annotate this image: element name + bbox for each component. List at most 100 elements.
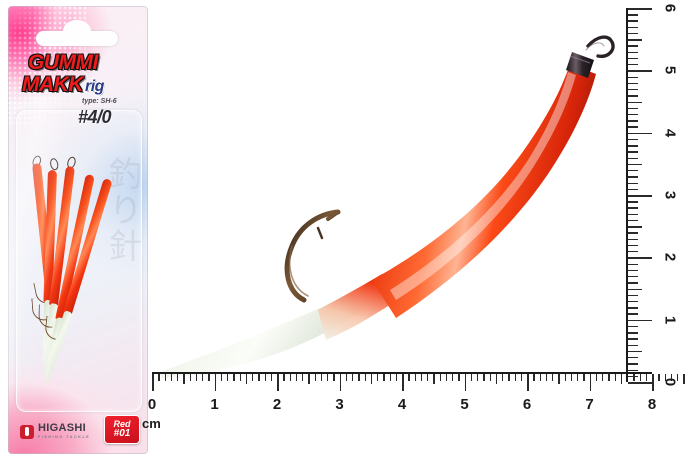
ruler-tick	[614, 374, 616, 381]
ruler-vertical-axis	[626, 8, 628, 382]
ruler-tick	[645, 374, 648, 381]
ruler-tick	[628, 226, 642, 228]
ruler-tick	[539, 374, 541, 381]
ruler-tick	[628, 32, 638, 35]
ruler-tick	[508, 374, 510, 381]
ruler-major-label: 5	[661, 66, 679, 75]
ruler-tick	[628, 132, 652, 135]
brand-tagline: FISHING TACKLE	[38, 435, 91, 440]
ruler-tick	[202, 374, 204, 381]
ruler-tick	[628, 163, 642, 166]
ruler-tick	[489, 374, 491, 381]
ruler-major-label: 4	[661, 128, 679, 137]
ruler-tick	[289, 374, 291, 381]
ruler-tick	[464, 374, 467, 391]
ruler-vertical: 0 1 2 3 4 5 6	[626, 4, 686, 390]
ruler-major-label: 1	[210, 396, 219, 413]
ruler-tick	[628, 332, 638, 334]
ruler-major-label: 7	[585, 396, 594, 413]
ruler-tick	[628, 207, 638, 209]
ruler-tick	[164, 374, 166, 381]
ruler-tick	[452, 374, 454, 381]
ruler-tick	[683, 374, 685, 384]
ruler-tick	[628, 182, 638, 184]
ruler-tick	[628, 89, 638, 91]
ruler-tick	[270, 374, 273, 381]
lure-color-blend	[318, 274, 398, 340]
ruler-tick	[628, 375, 638, 378]
ruler-tick	[420, 374, 423, 381]
ruler-tick	[628, 257, 652, 260]
ruler-major-label: 0	[147, 396, 157, 413]
ruler-tick	[577, 374, 579, 381]
snap-clip	[586, 35, 615, 58]
ruler-tick	[258, 374, 260, 381]
ruler-tick	[514, 374, 516, 381]
ruler-tick	[628, 101, 642, 103]
ruler-tick	[314, 374, 316, 381]
color-number: #01	[113, 427, 131, 439]
ruler-tick	[364, 374, 366, 381]
ruler-tick	[458, 374, 460, 381]
hook-shank	[284, 209, 341, 303]
ruler-tick	[628, 201, 638, 203]
ruler-tick	[628, 213, 638, 216]
ruler-tick	[628, 8, 652, 10]
ruler-tick	[658, 374, 660, 381]
ruler-tick	[520, 374, 523, 381]
ruler-tick	[652, 374, 654, 391]
ruler-tick	[628, 39, 642, 41]
ruler-tick	[628, 282, 638, 284]
ruler-major-label: 3	[661, 190, 679, 200]
ruler-tick	[628, 70, 652, 73]
swivel-barrel	[566, 52, 594, 78]
ruler-tick	[628, 145, 638, 147]
ruler-tick	[628, 45, 638, 47]
ruler-tick	[628, 363, 638, 365]
ruler-tick	[558, 374, 560, 384]
ruler-tick	[628, 251, 638, 253]
ruler-tick	[377, 374, 379, 381]
ruler-tick	[308, 374, 310, 384]
ruler-major-label: 6	[522, 396, 532, 413]
ruler-tick	[628, 325, 638, 328]
ruler-tick	[233, 374, 235, 381]
ruler-tick	[628, 126, 638, 128]
swivel-icon	[48, 157, 60, 171]
logo-line-2: MAKK rig	[22, 73, 104, 96]
ruler-tick	[628, 276, 638, 278]
blister-package: 釣り針	[8, 6, 148, 454]
snap-clip-highlight	[585, 42, 605, 51]
ruler-tick	[628, 238, 638, 241]
ruler-tick	[545, 374, 548, 381]
ruler-tick	[183, 374, 185, 384]
ruler-tick	[628, 288, 642, 290]
ruler-tick	[570, 374, 573, 381]
ruler-tick	[439, 374, 441, 381]
ruler-tick	[327, 374, 329, 381]
ruler-tick	[239, 374, 241, 381]
ruler-tick	[628, 338, 638, 340]
ruler-tick	[414, 374, 416, 381]
hook-highlight	[288, 245, 309, 297]
ruler-tick	[333, 374, 335, 381]
lure-tail	[160, 292, 362, 378]
ruler-tick	[628, 120, 638, 122]
ruler-tick	[628, 14, 638, 16]
ruler-tick	[495, 374, 498, 384]
hook-barb	[316, 226, 324, 240]
ruler-tick	[302, 374, 304, 381]
ruler-tick	[264, 374, 266, 381]
ruler-tick	[433, 374, 435, 384]
ruler-tick	[628, 307, 638, 309]
ruler-tick	[283, 374, 285, 381]
ruler-major-label: 2	[661, 253, 679, 262]
ruler-unit-label: cm	[142, 416, 161, 431]
logo-line-1: GUMMI	[28, 51, 98, 74]
ruler-tick	[208, 374, 210, 381]
ruler-tick	[370, 374, 373, 384]
ruler-tick	[628, 232, 638, 234]
ruler-tick	[158, 374, 160, 381]
ruler-major-label: 2	[272, 396, 282, 413]
